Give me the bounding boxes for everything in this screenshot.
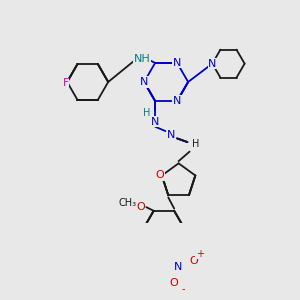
Text: H: H <box>142 108 150 118</box>
Text: -: - <box>182 284 185 294</box>
Text: N: N <box>140 77 148 87</box>
Text: NH: NH <box>134 54 150 64</box>
Text: CH₃: CH₃ <box>118 198 136 208</box>
Text: N: N <box>167 130 176 140</box>
Text: N: N <box>173 96 181 106</box>
Text: N: N <box>173 58 181 68</box>
Text: N: N <box>174 262 182 272</box>
Text: O: O <box>190 256 198 266</box>
Text: F: F <box>62 78 69 88</box>
Text: N: N <box>151 116 159 127</box>
Text: H: H <box>192 139 199 149</box>
Text: O: O <box>136 202 145 212</box>
Text: O: O <box>155 170 164 181</box>
Text: O: O <box>170 278 178 288</box>
Text: N: N <box>208 58 217 69</box>
Text: +: + <box>196 249 204 259</box>
